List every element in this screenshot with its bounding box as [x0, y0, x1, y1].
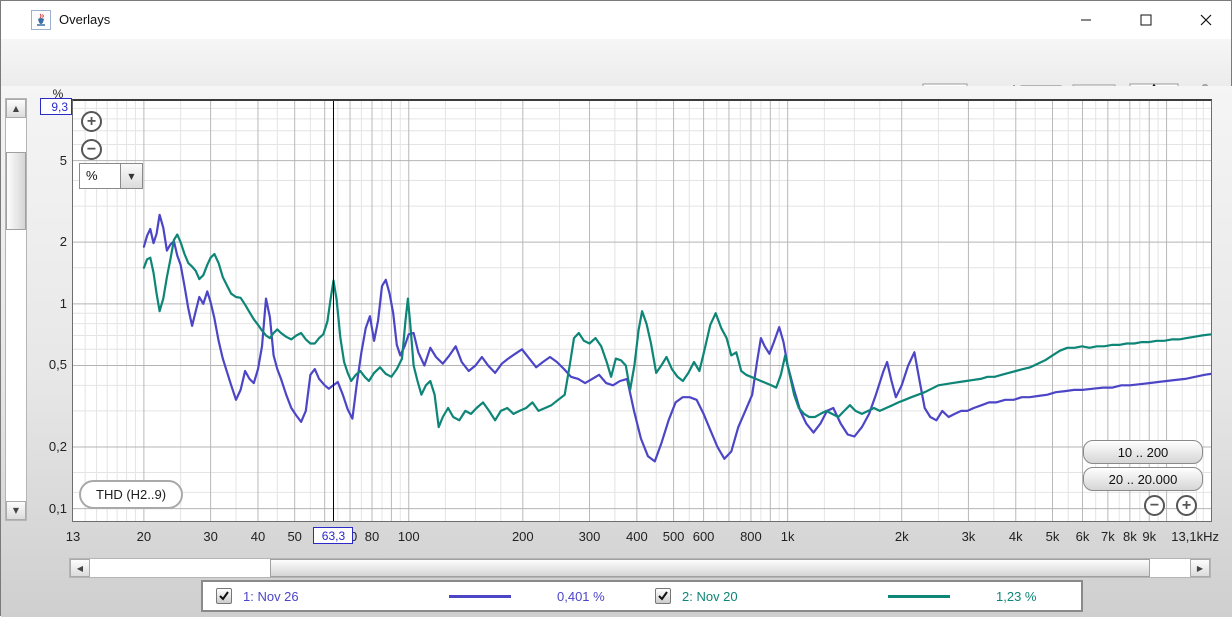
y-tick-label: 5 [59, 152, 67, 168]
window-title: Overlays [59, 12, 111, 27]
horizontal-scrollbar-thumb[interactable] [270, 559, 1150, 577]
trace1-checkbox[interactable] [216, 588, 232, 604]
scroll-down-button[interactable]: ▼ [6, 501, 26, 520]
horizontal-scrollbar[interactable]: ◀ ▶ [69, 558, 1211, 578]
trace-curve-2 [142, 233, 1211, 429]
y-tick-label: 2 [59, 234, 67, 250]
x-tick-label: 13 [65, 529, 81, 544]
arrow-down-icon: ▼ [12, 506, 20, 515]
legend-panel: 1: Nov 26 0,401 % 2: Nov 20 1,23 % [201, 580, 1083, 612]
x-tick-label: 80 [364, 529, 380, 544]
x-axis-tick-labels: 63,3 13203040506070801002003004005006008… [1, 527, 1232, 547]
java-app-icon [31, 10, 51, 30]
distortion-chart [73, 101, 1211, 521]
legend-entry-1: 1: Nov 26 0,401 % [203, 582, 642, 610]
arrow-right-icon: ▶ [1196, 563, 1204, 573]
title-bar: Overlays [1, 1, 1231, 39]
scroll-left-button[interactable]: ◀ [70, 559, 90, 577]
legend-entry-2: 2: Nov 20 1,23 % [642, 582, 1081, 610]
trace2-checkbox[interactable] [655, 588, 671, 604]
toolbar: All SPLPredicted SPLPhasePredicted Phase… [1, 39, 1231, 121]
arrow-left-icon: ◀ [76, 563, 84, 573]
checkmark-icon [658, 591, 668, 601]
trace2-label[interactable]: 2: Nov 20 [682, 588, 738, 604]
x-tick-label: 2k [894, 529, 909, 544]
range-10-200-button[interactable]: 10 .. 200 [1083, 440, 1203, 464]
x-tick-label: 5k [1045, 529, 1060, 544]
x-zoom-out-button[interactable]: − [1144, 495, 1165, 516]
x-tick-label: 7k [1100, 529, 1115, 544]
graph-panel: ▲ ▼ % 9,3 5 2 1 0,5 0,2 0,1 + − % ▼ THD (H2..… [1, 86, 1232, 617]
y-tick-label: 0,5 [48, 357, 67, 373]
x-tick-label: 1k [780, 529, 795, 544]
x-tick-label: 40 [250, 529, 266, 544]
x-tick-label: 4k [1008, 529, 1023, 544]
y-zoom-out-button[interactable]: − [81, 139, 102, 160]
cursor-x-readout: 63,3 [313, 527, 354, 544]
vertical-scrollbar-thumb[interactable] [6, 152, 26, 230]
x-tick-label: 50 [287, 529, 302, 544]
y-zoom-in-button[interactable]: + [81, 111, 102, 132]
chevron-down-icon[interactable]: ▼ [120, 164, 142, 188]
x-zoom-in-button[interactable]: + [1176, 495, 1197, 516]
trace2-cursor-value: 1,23 % [996, 588, 1037, 604]
trace1-label[interactable]: 1: Nov 26 [243, 588, 299, 604]
cursor-y-readout: 9,3 [40, 98, 72, 115]
x-tick-label: 200 [511, 529, 534, 544]
checkmark-icon [219, 591, 229, 601]
range-20-20000-button[interactable]: 20 .. 20.000 [1083, 467, 1203, 491]
vertical-scrollbar[interactable]: ▲ ▼ [5, 98, 27, 521]
x-tick-label: 6k [1075, 529, 1090, 544]
x-tick-label: 800 [740, 529, 762, 544]
x-tick-label: 8k [1122, 529, 1137, 544]
y-unit-selector[interactable]: % ▼ [79, 163, 143, 189]
x-tick-label: 9k [1142, 529, 1157, 544]
x-tick-label: 100 [397, 529, 420, 544]
y-tick-label: 1 [59, 295, 67, 311]
y-tick-label: 0,1 [48, 500, 67, 516]
scroll-right-button[interactable]: ▶ [1190, 559, 1210, 577]
maximize-button[interactable] [1121, 1, 1171, 39]
x-tick-label: 30 [203, 529, 218, 544]
x-tick-label: 13,1kHz [1171, 529, 1219, 544]
trace1-line-swatch [449, 594, 511, 598]
arrow-up-icon: ▲ [12, 104, 20, 113]
plot-area[interactable]: + − % ▼ THD (H2..9) 10 .. 200 20 .. 20.0… [72, 99, 1212, 522]
scroll-up-button[interactable]: ▲ [6, 99, 26, 118]
x-tick-label: 400 [626, 529, 648, 544]
close-button[interactable] [1181, 1, 1231, 39]
trace2-line-swatch [888, 594, 950, 598]
x-tick-label: 500 [662, 529, 685, 544]
x-tick-label: 20 [136, 529, 152, 544]
y-axis-unit-label: % [52, 87, 64, 101]
x-tick-label: 600 [692, 529, 715, 544]
trace-curve-1 [142, 213, 1211, 463]
y-tick-label: 0,2 [48, 438, 67, 454]
trace-type-label[interactable]: THD (H2..9) [79, 480, 184, 509]
x-tick-label: 3k [961, 529, 976, 544]
minimize-button[interactable] [1061, 1, 1111, 39]
y-unit-selected-value: % [86, 168, 98, 183]
x-tick-label: 300 [578, 529, 601, 544]
trace1-cursor-value: 0,401 % [557, 588, 605, 604]
